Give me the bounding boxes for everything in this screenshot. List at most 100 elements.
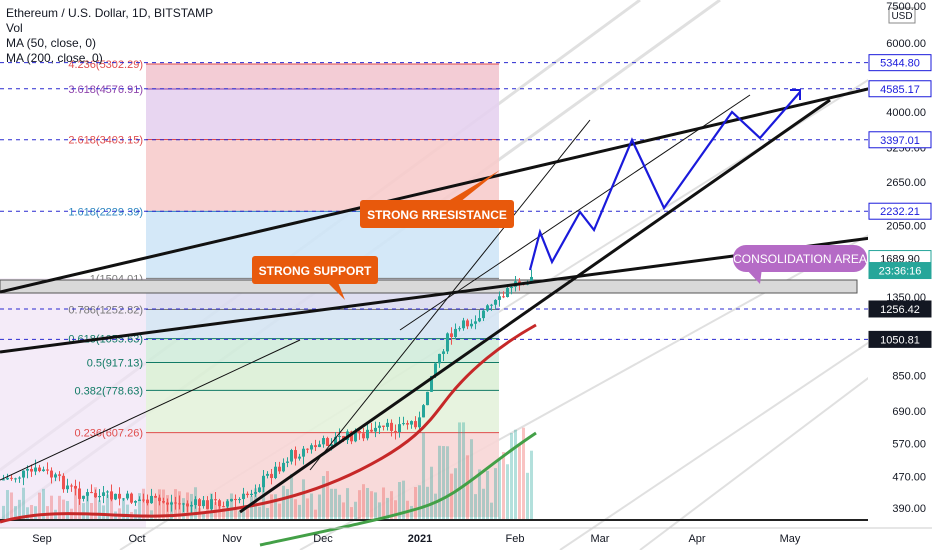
candle-body (110, 491, 113, 500)
candle-body (498, 296, 501, 300)
candle-body (218, 500, 221, 507)
volume-bar (170, 501, 173, 520)
price-label-text: 5344.80 (880, 58, 920, 70)
candle-body (230, 498, 233, 502)
volume-bar (174, 489, 177, 520)
volume-bar (274, 494, 277, 520)
volume-bar (474, 494, 477, 520)
candle-body (370, 429, 373, 432)
volume-bar (410, 505, 413, 520)
candle-body (174, 502, 177, 504)
callout-support[interactable]: STRONG SUPPORT (252, 256, 378, 300)
volume-bar (350, 507, 353, 520)
trendline[interactable] (399, 94, 751, 331)
indicator-ma200[interactable]: MA (200, close, 0) (6, 51, 103, 65)
volume-bar (326, 471, 329, 520)
trendline[interactable] (0, 339, 301, 481)
candle-body (78, 488, 81, 499)
candle-body (298, 456, 301, 459)
candle-body (118, 493, 121, 499)
projection-path[interactable] (528, 91, 801, 271)
volume-bar (494, 468, 497, 520)
x-tick-label: 2021 (408, 533, 432, 545)
x-tick-label: Dec (313, 533, 333, 545)
volume-bar (10, 492, 13, 520)
volume-bar (146, 503, 149, 520)
volume-bar (94, 487, 97, 520)
x-tick-label: Feb (506, 533, 525, 545)
candle-body (198, 499, 201, 507)
candle-body (286, 461, 289, 463)
volume-bar (142, 488, 145, 520)
volume-bar (462, 422, 465, 520)
candle-body (214, 499, 217, 501)
volume-bar (322, 476, 325, 520)
volume-bar (382, 487, 385, 520)
currency-label: USD (891, 11, 912, 22)
candle-body (502, 296, 505, 298)
fib-retracement[interactable]: 4.236(5302.29) 3.618(4576.91) 2.618(3403.1… (0, 59, 499, 528)
symbol-title[interactable]: Ethereum / U.S. Dollar, 1D, BITSTAMP (6, 6, 214, 20)
consolidation-band[interactable] (0, 279, 858, 294)
volume-bar (22, 487, 25, 520)
volume-bar (506, 464, 509, 520)
volume-bar (486, 470, 489, 520)
trendline[interactable] (309, 119, 591, 471)
candle-body (358, 430, 361, 434)
volume-bar (502, 452, 505, 520)
candle-body (278, 466, 281, 472)
callout-resistance[interactable]: STRONG RRESISTANCE (360, 170, 514, 228)
candle-body (194, 499, 197, 506)
consolidation-bubble[interactable]: CONSOLIDATION AREA (733, 245, 867, 284)
bubble-box (733, 245, 867, 272)
candle-body (386, 422, 389, 427)
candle-body (306, 448, 309, 450)
volume-bar (306, 498, 309, 520)
indicator-vol[interactable]: Vol (6, 21, 23, 35)
volume-bar (30, 504, 33, 520)
volume-bar (346, 488, 349, 520)
volume-bar (26, 507, 29, 520)
volume-bar (82, 503, 85, 520)
candle-body (114, 493, 117, 500)
volume-bar (18, 499, 21, 520)
volume-bar (182, 498, 185, 520)
volume-bar (434, 493, 437, 520)
indicator-ma50[interactable]: MA (50, close, 0) (6, 36, 97, 50)
candle-body (94, 493, 97, 498)
price-axis[interactable]: USD7500.006000.004000.003250.002650.0020… (868, 0, 932, 550)
volume-bar (390, 491, 393, 520)
candle-body (190, 505, 193, 507)
price-label-box (868, 80, 932, 98)
candle-body (490, 304, 493, 306)
candle-body (518, 281, 521, 284)
candle-body (338, 435, 341, 437)
volume-bars (2, 422, 533, 520)
time-axis[interactable]: Sep Oct Nov Dec 2021 Feb Mar Apr May (0, 527, 932, 545)
candle-body (18, 477, 21, 479)
candle-body (54, 474, 57, 478)
candle-body (206, 500, 209, 509)
volume-bar (250, 496, 253, 520)
trendline[interactable] (0, 72, 932, 294)
price-label-text: 4585.17 (880, 84, 920, 96)
volume-bar (278, 503, 281, 520)
trendline[interactable] (239, 98, 831, 514)
fib-zone (146, 139, 499, 212)
volume-bar (270, 494, 273, 520)
candle-body (154, 495, 157, 498)
candle-body (98, 495, 101, 498)
candle-body (378, 425, 381, 428)
candle-body (506, 287, 509, 298)
candle-body (82, 495, 85, 499)
candle-body (478, 318, 481, 322)
volume-bar (354, 501, 357, 520)
y-tick-label: 6000.00 (886, 38, 926, 50)
candle-body (150, 495, 153, 504)
candle-body (322, 438, 325, 445)
volume-bar (286, 489, 289, 520)
price-label-box (868, 131, 932, 149)
volume-bar (154, 496, 157, 520)
